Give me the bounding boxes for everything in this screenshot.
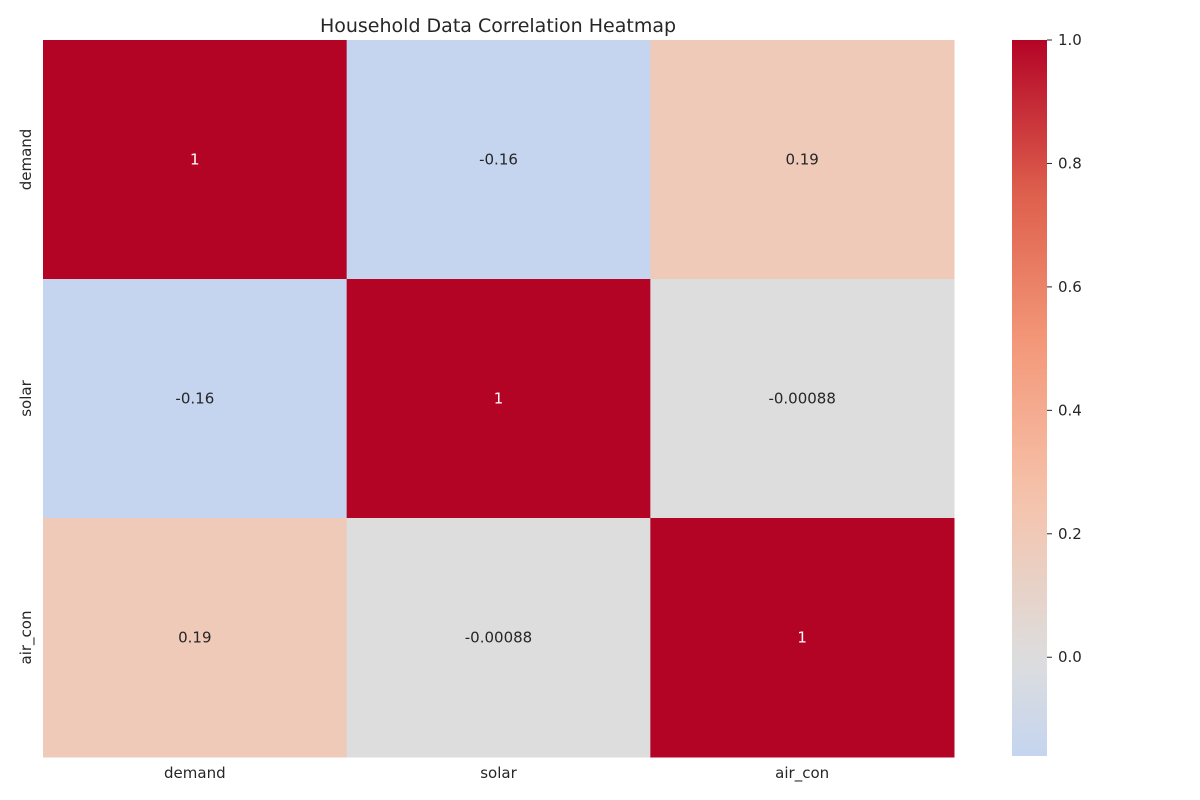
x-tick-label: air_con	[775, 764, 829, 783]
colorbar-tick-label: 0.6	[1058, 278, 1082, 296]
colorbar-tick-label: 0.4	[1058, 401, 1082, 419]
colorbar-ticks: 0.0 0.2 0.4 0.6 0.8 1.0	[1047, 31, 1082, 666]
heatmap-cell-demand-solar	[346, 40, 651, 280]
heatmap-cell-solar-solar	[346, 279, 651, 519]
x-tick-label: solar	[480, 764, 517, 782]
cell-annotation: -0.16	[175, 390, 214, 408]
heatmap-cell-air_con-solar	[346, 518, 651, 758]
y-axis-tick-labels: demand solar air_con	[17, 129, 36, 665]
y-tick-label: demand	[17, 129, 35, 191]
heatmap-cell-air_con-demand	[43, 518, 348, 758]
y-tick-label: air_con	[17, 611, 36, 665]
cell-annotation: 0.19	[785, 151, 818, 169]
cell-annotation: -0.00088	[768, 390, 835, 408]
heatmap-cell-solar-air_con	[650, 279, 955, 519]
colorbar-tick-label: 0.0	[1058, 648, 1082, 666]
cell-annotation: -0.16	[479, 151, 518, 169]
heatmap-cell-demand-air_con	[650, 40, 955, 280]
colorbar	[1012, 40, 1047, 756]
colorbar-tick-label: 1.0	[1058, 31, 1082, 49]
cell-annotations: 1 -0.16 0.19 -0.16 1 -0.00088 0.19 -0.00088 1	[175, 151, 835, 647]
cell-annotation: 1	[797, 629, 807, 647]
cell-annotation: -0.00088	[465, 629, 532, 647]
cell-annotation: 1	[190, 151, 200, 169]
x-tick-label: demand	[164, 764, 226, 782]
heatmap-cell-air_con-air_con	[650, 518, 955, 758]
heatmap-cell-solar-demand	[43, 279, 348, 519]
heatmap-cells	[43, 40, 955, 758]
y-tick-label: solar	[17, 379, 35, 416]
colorbar-tick-label: 0.8	[1058, 154, 1082, 172]
heatmap-cell-demand-demand	[43, 40, 348, 280]
cell-annotation: 1	[494, 390, 504, 408]
x-axis-tick-labels: demand solar air_con	[164, 764, 829, 783]
chart-title: Household Data Correlation Heatmap	[320, 15, 676, 37]
cell-annotation: 0.19	[178, 629, 211, 647]
colorbar-tick-label: 0.2	[1058, 525, 1082, 543]
